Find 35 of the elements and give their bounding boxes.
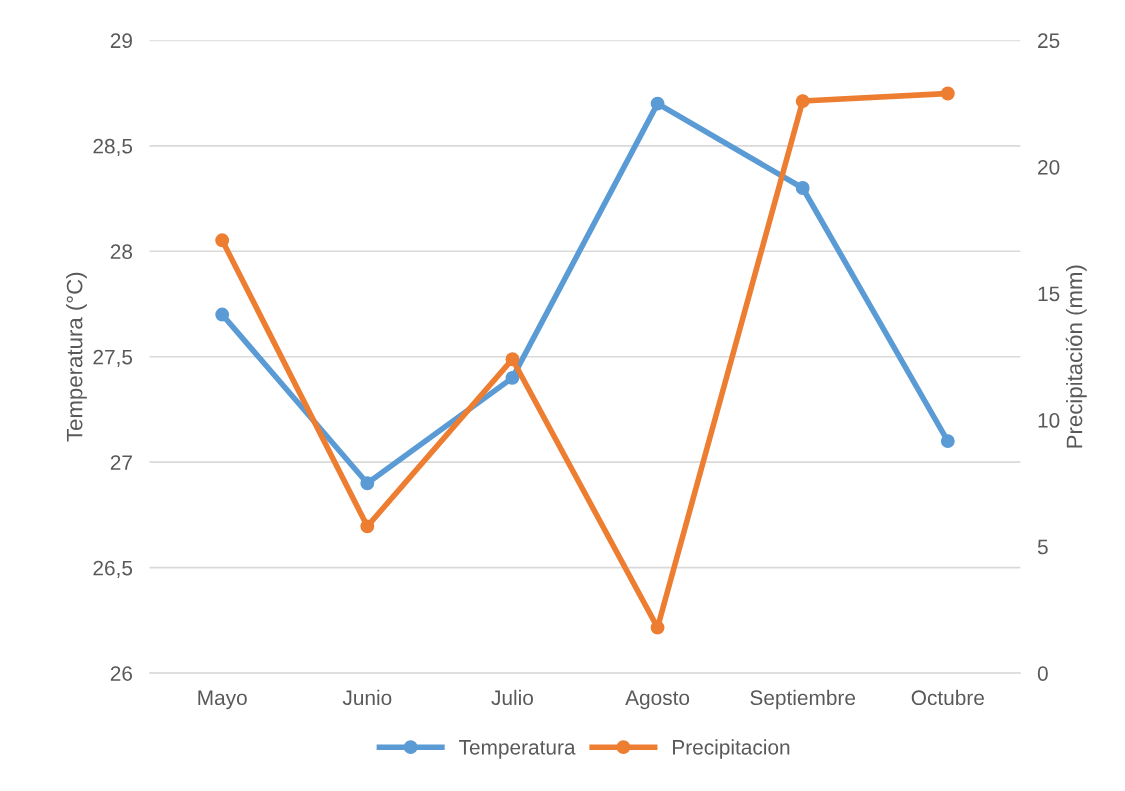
point — [940, 86, 955, 101]
point — [505, 370, 520, 385]
y2-tick-label: 20 — [1038, 159, 1060, 175]
y-tick-label: 26,5 — [93, 560, 133, 578]
y2-tick-label: 10 — [1038, 413, 1060, 428]
x-tick-label: Septiembre — [750, 689, 856, 710]
point — [360, 519, 375, 534]
x-tick-label: Octubre — [911, 689, 984, 706]
y2-axis-title: Precipitación (mm) — [1065, 265, 1087, 448]
y-tick-label: 28,5 — [93, 138, 133, 157]
point — [795, 94, 810, 109]
point — [360, 476, 375, 491]
y2-tick-label: 0 — [1037, 666, 1048, 681]
x-tick-label: Mayo — [198, 690, 247, 710]
y-tick-label: 29 — [110, 33, 132, 49]
legend-label: Temperatura — [459, 740, 576, 759]
point — [505, 352, 520, 367]
y2-tick-label: 25 — [1038, 33, 1060, 49]
legend-label: Precipitacion — [673, 739, 790, 759]
y-tick-label: 26 — [110, 666, 133, 681]
y-tick-label: 28 — [110, 244, 133, 260]
point — [650, 96, 665, 111]
x-tick-label: Agosto — [625, 690, 690, 710]
point — [650, 620, 665, 635]
y2-tick-label: 15 — [1038, 286, 1060, 302]
x-tick-label: Julio — [491, 689, 533, 706]
y-tick-label: 27,5 — [93, 349, 133, 367]
point — [215, 307, 230, 322]
y-tick-label: 27 — [110, 455, 132, 470]
y-axis-title: Temperatura (°C) — [66, 272, 87, 442]
y2-tick-label: 5 — [1037, 539, 1048, 555]
point — [795, 181, 810, 195]
point — [215, 233, 230, 248]
point — [940, 434, 955, 449]
x-tick-label: Junio — [342, 689, 392, 706]
